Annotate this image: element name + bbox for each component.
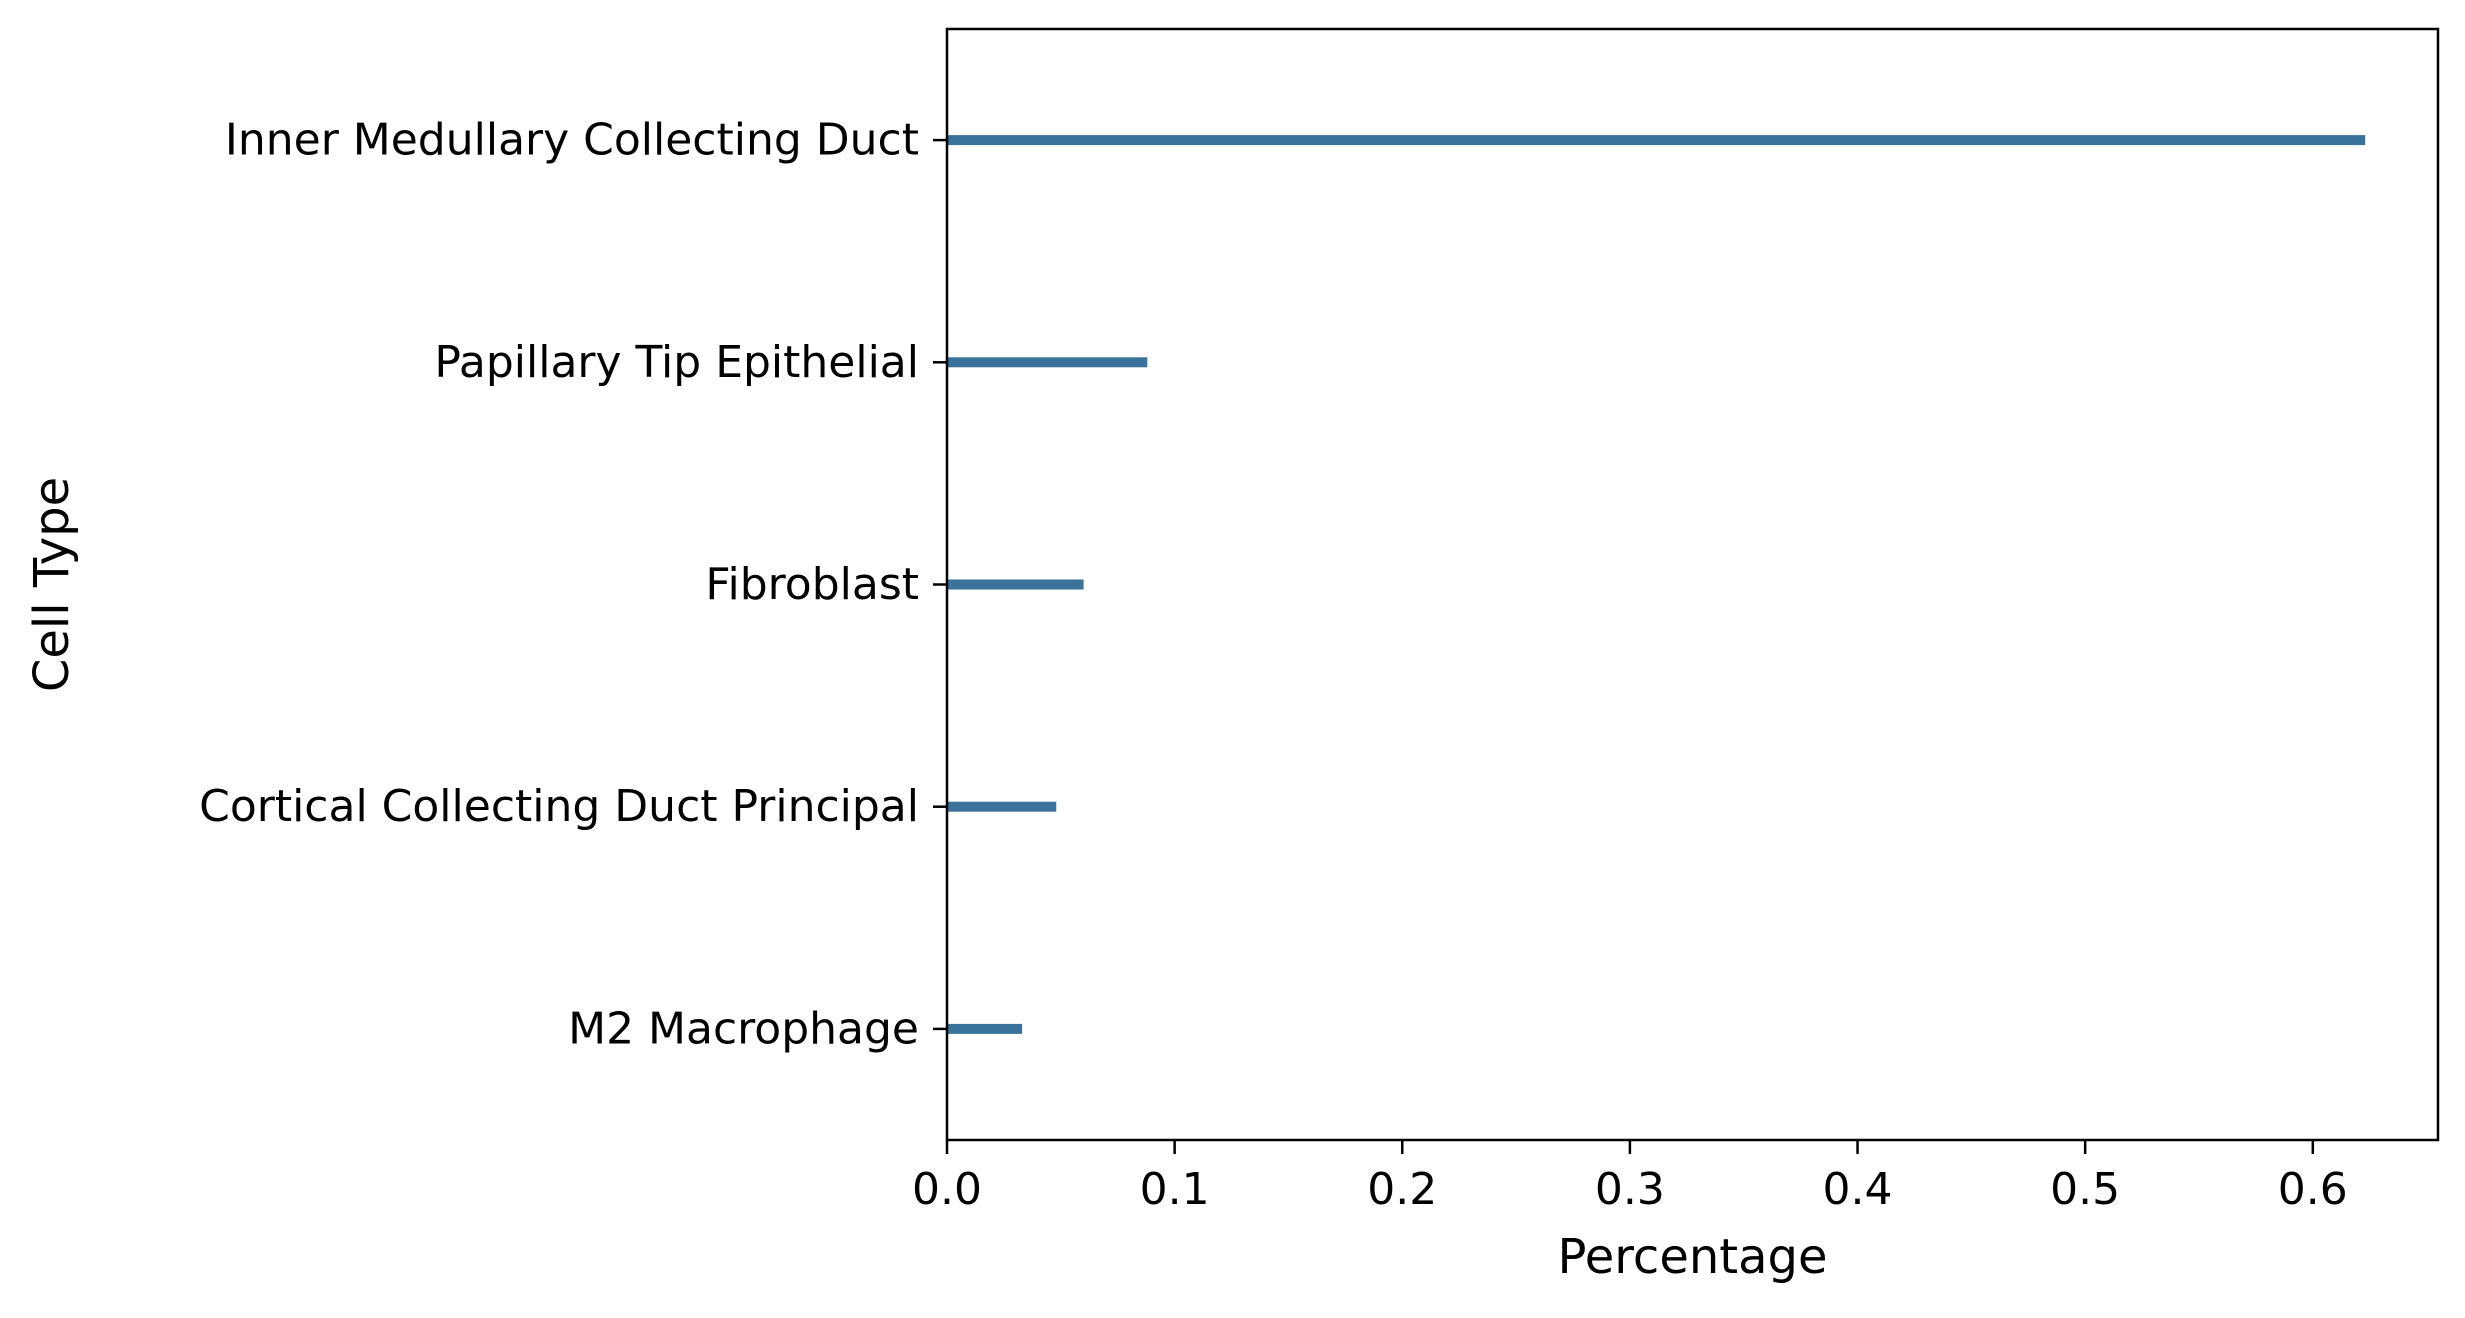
y-axis-ticks: Inner Medullary Collecting Duct Papillary… <box>199 115 947 1054</box>
y-axis-label: Cell Type <box>24 477 80 692</box>
x-tick-label: 0.5 <box>2050 1164 2120 1215</box>
bar-2 <box>947 579 1084 590</box>
bar-1 <box>947 357 1148 368</box>
x-tick-label: 0.6 <box>2278 1164 2348 1215</box>
bar-4 <box>947 1023 1023 1034</box>
x-tick-label: 0.1 <box>1140 1164 1210 1215</box>
y-tick-label: M2 Macrophage <box>568 1003 919 1054</box>
x-tick-label: 0.0 <box>912 1164 982 1215</box>
x-tick-label: 0.3 <box>1595 1164 1665 1215</box>
x-tick-label: 0.2 <box>1367 1164 1437 1215</box>
x-axis-ticks: 0.0 0.1 0.2 0.3 0.4 0.5 0.6 <box>912 1140 2348 1215</box>
y-tick-label: Papillary Tip Epithelial <box>434 337 919 388</box>
x-tick-label: 0.4 <box>1823 1164 1893 1215</box>
y-tick-label: Fibroblast <box>705 559 919 610</box>
bar-3 <box>947 801 1057 812</box>
y-tick-label: Inner Medullary Collecting Duct <box>225 115 919 166</box>
x-axis-label: Percentage <box>1557 1229 1827 1285</box>
bars-layer <box>947 135 2366 1034</box>
bar-0 <box>947 135 2366 146</box>
plot-frame <box>945 27 2440 1142</box>
y-tick-label: Cortical Collecting Duct Principal <box>199 781 919 832</box>
